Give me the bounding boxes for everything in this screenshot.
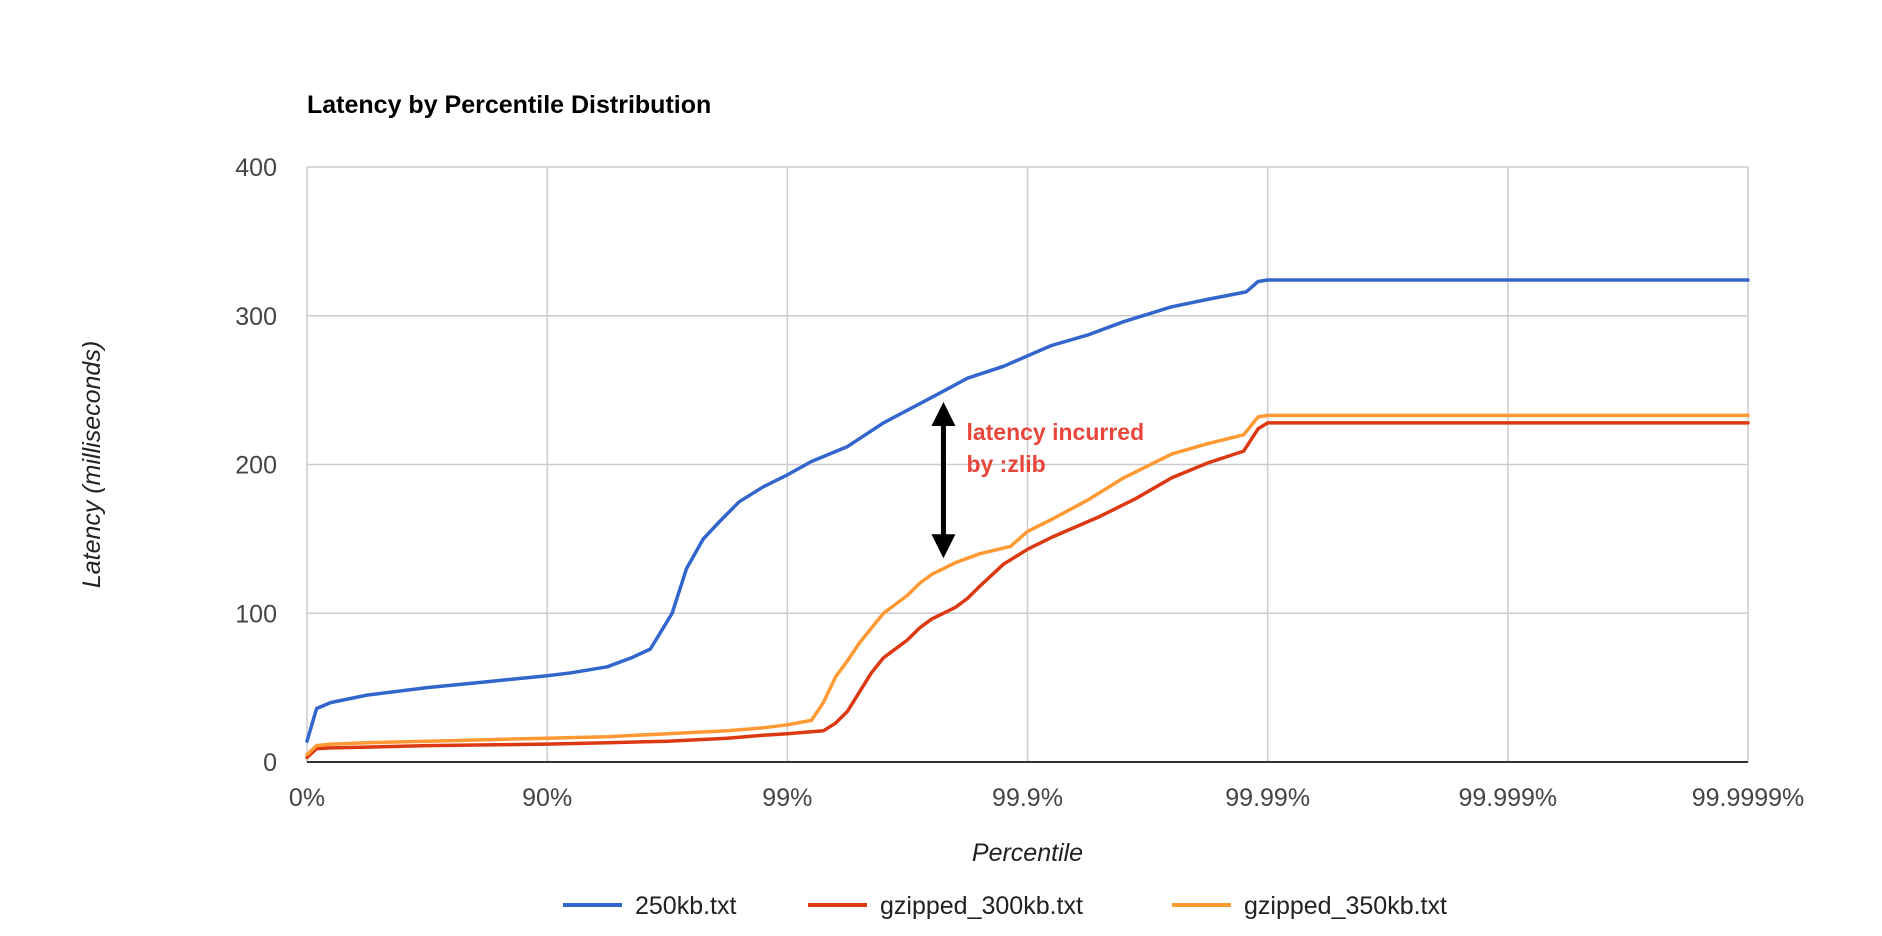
y-axis-ticks: 0 100 200 300 400	[235, 154, 277, 777]
y-tick-label: 0	[263, 749, 277, 777]
x-axis-ticks: 0% 90% 99% 99.9% 99.99% 99.999% 99.9999%	[289, 784, 1804, 812]
annotation-arrow-up-head	[931, 402, 956, 427]
y-axis-label: Latency (milliseconds)	[78, 341, 106, 588]
grid-lines	[306, 166, 1749, 763]
x-tick-label: 99%	[762, 784, 812, 812]
x-tick-label: 99.999%	[1458, 784, 1557, 812]
y-tick-label: 200	[235, 452, 277, 480]
series-line-2	[305, 421, 1750, 760]
legend: 250kb.txt gzipped_300kb.txt gzipped_350kb.…	[563, 892, 1447, 920]
legend-label-1: 250kb.txt	[635, 892, 737, 920]
series-line-3	[305, 413, 1750, 757]
x-tick-label: 90%	[522, 784, 572, 812]
x-tick-label: 99.9999%	[1692, 784, 1805, 812]
x-tick-label: 99.99%	[1225, 784, 1310, 812]
y-tick-label: 400	[235, 154, 277, 182]
x-tick-label: 0%	[289, 784, 325, 812]
y-tick-label: 300	[235, 303, 277, 331]
annotation-text-line-1: latency incurred	[966, 419, 1144, 445]
annotation-text-line-2: by :zlib	[966, 451, 1045, 477]
annotation: latency incurred by :zlib	[931, 402, 1144, 559]
x-axis-label: Percentile	[972, 839, 1083, 867]
series-line-1	[305, 278, 1750, 743]
chart-title: Latency by Percentile Distribution	[307, 91, 711, 119]
x-tick-label: 99.9%	[992, 784, 1063, 812]
legend-label-2: gzipped_300kb.txt	[880, 892, 1083, 920]
series-lines	[305, 278, 1750, 760]
legend-label-3: gzipped_350kb.txt	[1244, 892, 1447, 920]
y-tick-label: 100	[235, 600, 277, 628]
annotation-arrow-down-head	[931, 534, 956, 559]
